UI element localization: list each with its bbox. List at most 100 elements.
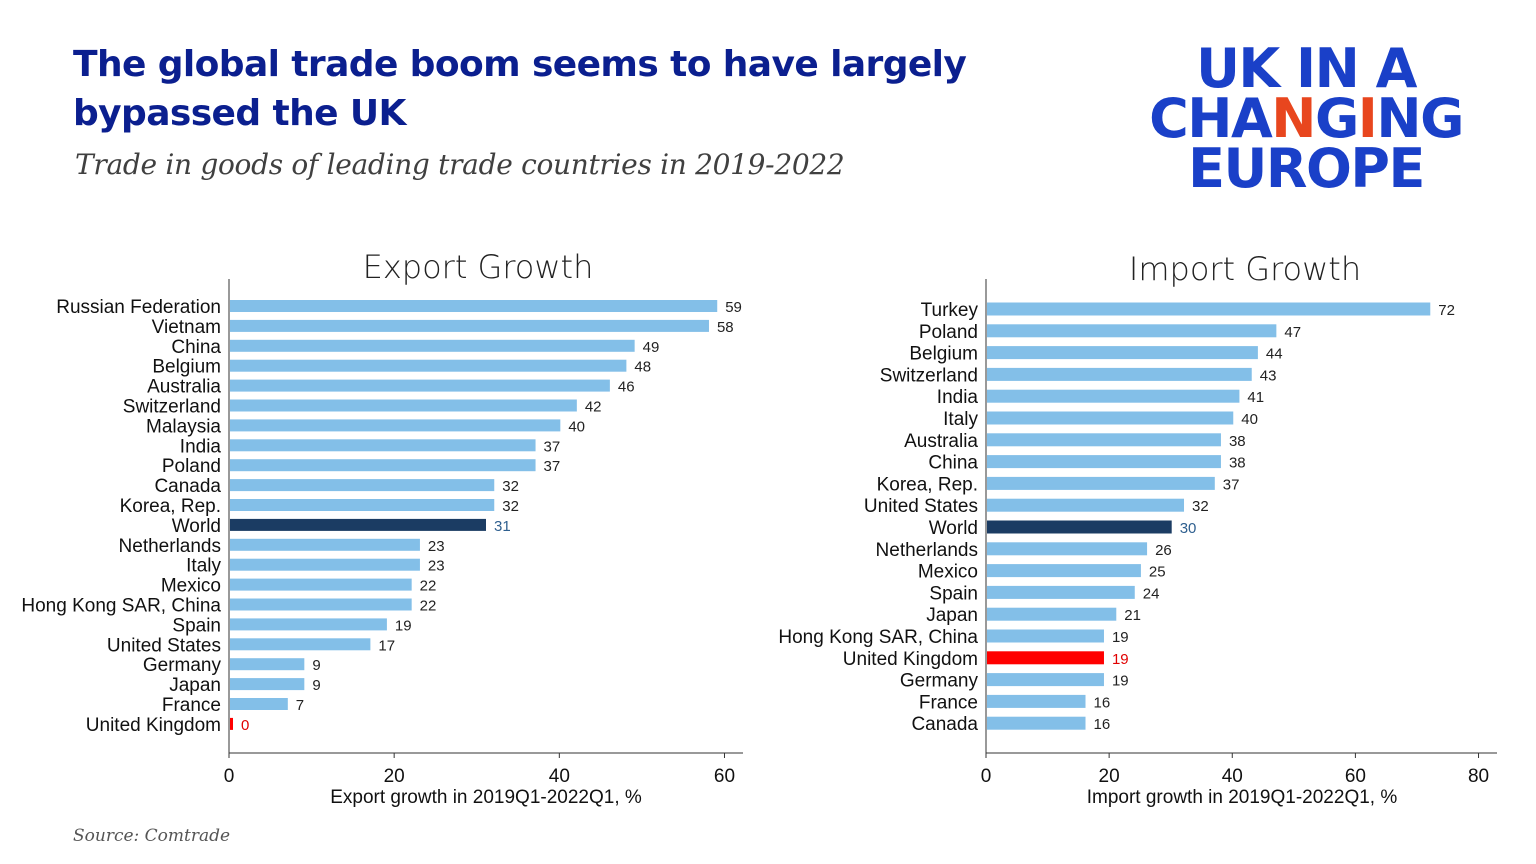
category-label: Japan <box>169 675 221 696</box>
bar <box>230 558 420 571</box>
chart-title: Import Growth <box>1129 250 1361 288</box>
data-label: 31 <box>494 518 511 535</box>
data-label: 25 <box>1149 564 1166 581</box>
data-label: 48 <box>634 359 651 376</box>
logo-line-1: UK IN A <box>1196 37 1417 100</box>
bar <box>987 346 1258 360</box>
bar <box>987 716 1086 730</box>
x-tick-label: 0 <box>981 766 992 787</box>
category-label: Italy <box>943 409 978 430</box>
category-label: Canada <box>911 714 978 735</box>
data-label: 42 <box>585 399 602 416</box>
export-growth-chart: Export Growth Russian Federation 59 Vietnam… <box>21 248 743 808</box>
logo-letter: N <box>1271 87 1316 150</box>
category-label: World <box>929 518 978 539</box>
category-label: Korea, Rep. <box>877 474 978 495</box>
bar <box>987 389 1240 403</box>
data-label: 40 <box>1241 411 1258 428</box>
logo-letter: G <box>1314 87 1359 150</box>
category-label: India <box>937 387 979 408</box>
category-label: Hong Kong SAR, China <box>21 596 221 617</box>
category-label: Russian Federation <box>56 297 221 318</box>
data-label: 26 <box>1155 542 1172 559</box>
bar <box>230 598 412 611</box>
data-label: 17 <box>378 637 395 654</box>
logo-letter: N <box>1376 87 1421 150</box>
bar <box>230 339 635 352</box>
import-growth-chart: Import Growth Turkey 72 Poland 47 Belgium 44 Sw… <box>778 250 1497 808</box>
category-label: Poland <box>162 456 221 477</box>
bar <box>987 585 1135 599</box>
category-label: Netherlands <box>876 540 978 561</box>
data-label: 41 <box>1247 389 1264 406</box>
bar <box>987 498 1185 512</box>
category-label: Japan <box>926 605 978 626</box>
data-label: 49 <box>643 339 660 356</box>
data-label: 9 <box>312 677 320 694</box>
data-label: 9 <box>312 657 320 674</box>
category-label: France <box>919 692 978 713</box>
bar <box>987 433 1221 447</box>
bar <box>230 538 420 551</box>
data-label: 22 <box>420 578 437 595</box>
bar <box>987 520 1172 534</box>
category-label: Canada <box>154 476 221 497</box>
data-label: 21 <box>1124 607 1141 624</box>
data-label: 46 <box>618 379 635 396</box>
x-axis-label: Export growth in 2019Q1-2022Q1, % <box>330 787 642 808</box>
category-label: Spain <box>172 615 221 636</box>
bar <box>987 651 1104 665</box>
x-axis-label: Import growth in 2019Q1-2022Q1, % <box>1087 787 1398 808</box>
category-label: United Kingdom <box>843 649 978 670</box>
category-label: United States <box>107 635 221 656</box>
category-label: India <box>180 436 222 457</box>
category-label: Poland <box>919 322 978 343</box>
bar <box>230 658 305 671</box>
bar <box>230 638 371 651</box>
category-label: Australia <box>147 377 221 398</box>
data-label: 23 <box>428 538 445 555</box>
bar <box>987 411 1234 425</box>
category-label: Malaysia <box>146 416 221 437</box>
data-label: 7 <box>296 697 304 714</box>
bar <box>987 673 1104 687</box>
data-label: 22 <box>420 598 437 615</box>
category-label: Australia <box>904 431 978 452</box>
bar <box>230 717 233 730</box>
category-label: France <box>162 695 221 716</box>
bar <box>230 359 627 372</box>
category-label: Netherlands <box>119 536 221 557</box>
category-label: Mexico <box>918 562 978 583</box>
category-label: Germany <box>900 671 979 692</box>
bar <box>230 419 561 432</box>
category-label: Germany <box>143 655 222 676</box>
data-label: 37 <box>544 458 561 475</box>
data-label: 44 <box>1266 346 1283 363</box>
data-label: 47 <box>1284 324 1301 341</box>
category-label: Switzerland <box>880 365 978 386</box>
bar <box>987 629 1104 643</box>
data-label: 24 <box>1143 585 1160 602</box>
bar <box>230 518 486 531</box>
data-label: 19 <box>1112 629 1129 646</box>
category-label: Korea, Rep. <box>120 496 221 517</box>
logo-letter: H <box>1187 87 1232 150</box>
bar <box>987 607 1117 621</box>
x-tick-label: 40 <box>1222 766 1243 787</box>
category-label: Spain <box>929 583 978 604</box>
category-label: United States <box>864 496 978 517</box>
bar <box>987 542 1148 556</box>
category-label: Italy <box>186 556 221 577</box>
bar <box>230 439 536 452</box>
data-label: 0 <box>241 717 249 734</box>
page-title: The global trade boom seems to have larg… <box>73 44 967 134</box>
logo-line-2: CHANGING <box>1138 92 1474 146</box>
data-label: 16 <box>1094 694 1111 711</box>
bar <box>987 324 1277 338</box>
logo-letter: C <box>1149 87 1189 150</box>
bar <box>230 678 305 691</box>
logo-letter: G <box>1420 87 1464 150</box>
data-label: 32 <box>1192 498 1209 515</box>
data-label: 32 <box>502 478 519 495</box>
bar <box>987 455 1221 469</box>
